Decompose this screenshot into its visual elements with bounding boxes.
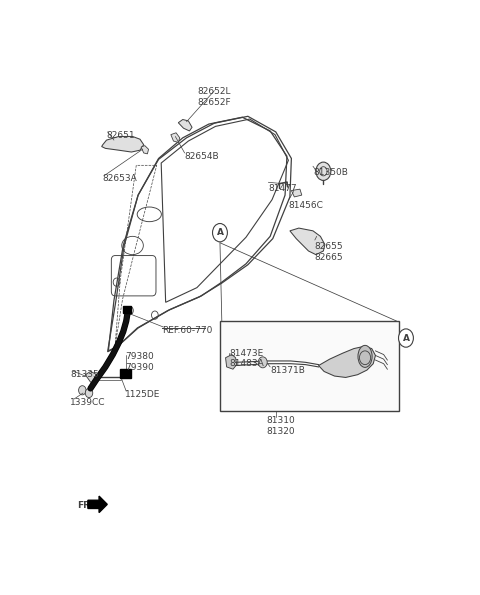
Text: 81350B: 81350B [313, 168, 348, 177]
Text: 81371B: 81371B [270, 365, 305, 374]
Polygon shape [171, 133, 180, 142]
Polygon shape [319, 346, 375, 377]
Text: 1339CC: 1339CC [71, 397, 106, 406]
Polygon shape [88, 496, 107, 513]
Polygon shape [102, 136, 144, 152]
Text: 82651: 82651 [107, 131, 135, 140]
Polygon shape [141, 146, 148, 154]
Text: 81456C: 81456C [289, 201, 324, 209]
Circle shape [398, 329, 413, 347]
Bar [123, 306, 132, 314]
Circle shape [79, 386, 86, 395]
Text: 82653A: 82653A [103, 174, 138, 183]
Text: FR.: FR. [77, 501, 93, 510]
Circle shape [316, 162, 331, 180]
Text: 81477: 81477 [268, 184, 297, 193]
Text: 81473E
81483A: 81473E 81483A [229, 349, 264, 368]
Text: 81310
81320: 81310 81320 [266, 416, 295, 436]
Text: 82654B: 82654B [185, 152, 219, 161]
Polygon shape [85, 371, 97, 384]
Bar [120, 369, 131, 378]
Text: 82652L
82652F: 82652L 82652F [198, 87, 231, 107]
Circle shape [213, 224, 228, 242]
Polygon shape [226, 355, 237, 369]
Text: A: A [402, 334, 409, 343]
Text: 1125DE: 1125DE [125, 390, 160, 399]
Text: REF.60-770: REF.60-770 [162, 325, 213, 334]
Text: 79380
79390: 79380 79390 [125, 352, 154, 371]
Ellipse shape [358, 345, 372, 367]
Polygon shape [291, 189, 302, 197]
Polygon shape [178, 120, 192, 131]
Text: 81335: 81335 [71, 370, 99, 379]
Polygon shape [290, 228, 325, 255]
Bar [220, 321, 398, 411]
Text: A: A [216, 228, 224, 237]
Text: 82655
82665: 82655 82665 [315, 242, 344, 262]
Circle shape [258, 357, 267, 368]
Circle shape [85, 389, 93, 397]
